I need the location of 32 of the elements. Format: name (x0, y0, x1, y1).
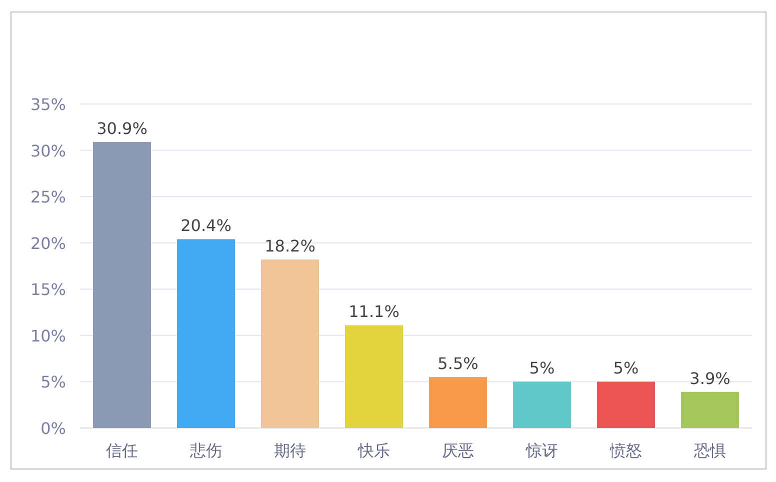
bar (597, 382, 655, 428)
data-label: 5.5% (438, 354, 478, 374)
data-label: 5% (529, 358, 555, 378)
y-tick-label: 15% (30, 280, 66, 300)
x-tick-label: 悲伤 (189, 441, 222, 460)
x-tick-label: 恐惧 (693, 441, 726, 460)
bar (681, 392, 739, 428)
data-label: 20.4% (180, 216, 232, 236)
y-tick-label: 30% (30, 141, 66, 160)
x-tick-label: 信任 (106, 441, 138, 460)
y-tick-label: 20% (30, 234, 66, 253)
x-tick-label: 期待 (274, 441, 306, 460)
x-tick-label: 惊讶 (525, 441, 558, 460)
bar (93, 142, 151, 428)
y-tick-label: 35% (30, 95, 66, 114)
data-label: 18.2% (264, 236, 316, 256)
bar (429, 377, 487, 428)
bar (177, 239, 235, 428)
bar (345, 325, 403, 428)
x-tick-label: 厌恶 (442, 441, 474, 460)
x-tick-label: 快乐 (357, 441, 390, 460)
bar (261, 260, 319, 428)
y-tick-label: 5% (40, 372, 66, 392)
x-tick-label: 愤怒 (609, 441, 642, 460)
bar (513, 382, 571, 428)
data-label: 3.9% (690, 368, 730, 388)
data-label: 11.1% (348, 302, 400, 322)
y-tick-label: 25% (30, 188, 66, 207)
data-label: 30.9% (96, 118, 148, 138)
y-tick-label: 10% (30, 326, 66, 346)
data-label: 5% (613, 358, 639, 378)
y-tick-label: 0% (40, 419, 66, 438)
